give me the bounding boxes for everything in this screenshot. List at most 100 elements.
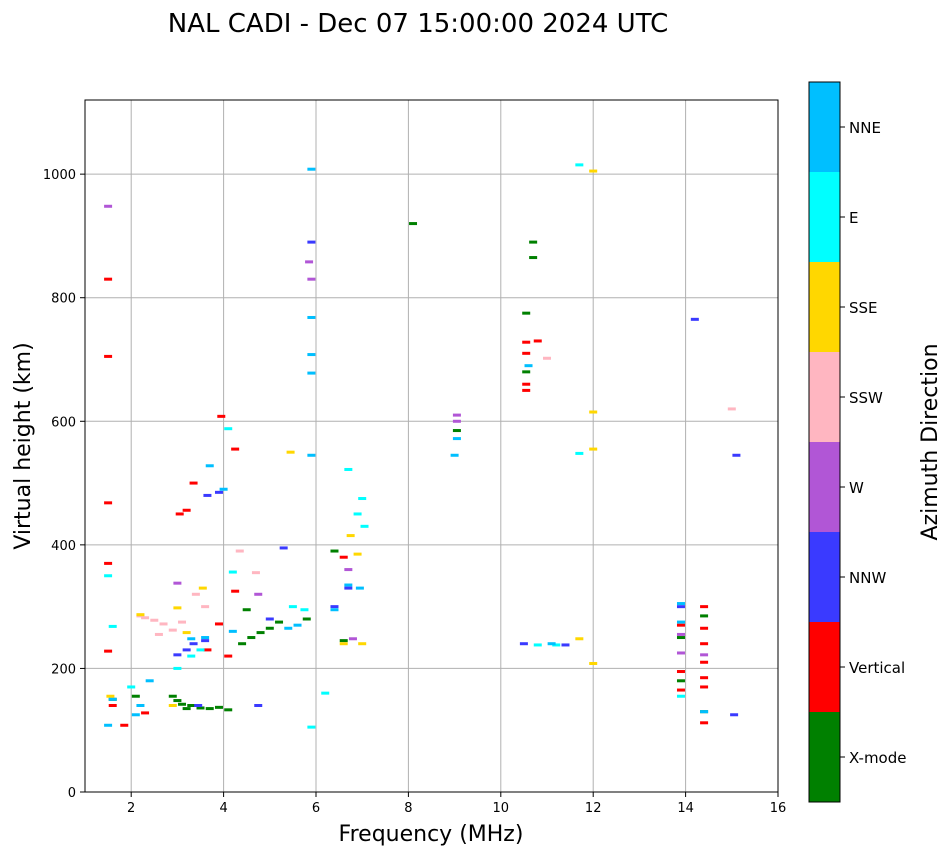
x-tick-label: 10 xyxy=(493,801,510,816)
data-point xyxy=(676,670,685,674)
data-point xyxy=(452,429,461,433)
data-point xyxy=(450,453,459,457)
data-point xyxy=(201,636,210,640)
plot-area: 2 4 6 8 10 12 14 16 0 200 400 600 800 1000 xyxy=(43,99,786,816)
data-point xyxy=(293,623,302,627)
data-point xyxy=(522,351,531,355)
data-point xyxy=(247,636,256,640)
data-point xyxy=(589,169,598,173)
data-point xyxy=(187,637,196,641)
data-point xyxy=(145,679,154,683)
plot-background xyxy=(85,100,778,792)
data-point xyxy=(275,620,284,624)
data-point xyxy=(409,222,418,226)
data-point xyxy=(141,616,150,620)
data-point xyxy=(173,653,182,657)
data-point xyxy=(344,586,353,590)
data-point xyxy=(224,427,233,431)
data-point xyxy=(104,723,113,727)
plot-frame xyxy=(84,99,779,793)
data-point xyxy=(522,340,531,344)
data-point xyxy=(355,586,364,590)
colorbar-segment xyxy=(809,712,840,802)
x-tick-label: 8 xyxy=(404,801,412,816)
data-point xyxy=(730,713,739,717)
data-point xyxy=(136,704,145,707)
data-point xyxy=(228,570,237,574)
series-w xyxy=(104,204,709,657)
data-point xyxy=(175,512,184,516)
data-point xyxy=(159,622,168,626)
data-point xyxy=(522,311,531,315)
data-point xyxy=(452,437,461,441)
data-point xyxy=(727,407,736,411)
data-point xyxy=(676,605,685,609)
data-point xyxy=(104,354,113,358)
data-point xyxy=(348,637,357,641)
data-point xyxy=(700,642,709,646)
data-point xyxy=(228,629,237,633)
data-point xyxy=(104,204,113,208)
x-tick-label: 12 xyxy=(585,801,602,816)
data-point xyxy=(104,277,113,281)
data-point xyxy=(561,643,570,647)
data-point xyxy=(358,642,367,646)
colorbar-segment xyxy=(809,352,840,442)
data-point xyxy=(307,725,316,729)
data-point xyxy=(173,581,182,585)
data-point xyxy=(196,706,205,710)
colorbar-tick-label: X-mode xyxy=(849,749,906,767)
y-tick-label: 800 xyxy=(51,292,76,307)
data-point xyxy=(305,260,314,264)
data-point xyxy=(307,167,316,171)
data-point xyxy=(575,637,584,641)
data-point xyxy=(198,586,207,590)
data-point xyxy=(344,583,353,587)
data-point xyxy=(254,592,263,596)
data-point xyxy=(182,707,191,711)
data-point xyxy=(131,713,140,717)
data-point xyxy=(690,317,699,321)
series-vertical xyxy=(104,277,709,727)
data-point xyxy=(201,639,210,643)
y-tick-label: 1000 xyxy=(43,168,76,183)
data-marks xyxy=(104,163,741,729)
data-point xyxy=(676,636,685,640)
x-tick-label: 2 xyxy=(127,801,135,816)
data-point xyxy=(676,602,685,606)
data-point xyxy=(700,660,709,664)
chart-title: NAL CADI - Dec 07 15:00:00 2024 UTC xyxy=(168,9,668,39)
series-e xyxy=(104,163,685,729)
data-point xyxy=(108,624,117,628)
data-point xyxy=(127,685,136,689)
series-nnw xyxy=(173,240,741,717)
data-point xyxy=(307,240,316,244)
data-point xyxy=(589,661,598,665)
colorbar-segment xyxy=(809,622,840,712)
y-axis-label: Virtual height (km) xyxy=(11,342,36,549)
data-point xyxy=(168,694,177,698)
data-point xyxy=(344,568,353,572)
data-point xyxy=(235,549,244,553)
data-point xyxy=(219,487,228,491)
data-point xyxy=(168,628,177,632)
colorbar-tick-label: E xyxy=(849,209,858,227)
data-point xyxy=(360,524,369,528)
series-x-mode xyxy=(108,222,709,714)
data-point xyxy=(353,512,362,516)
data-point xyxy=(676,694,685,698)
data-point xyxy=(196,648,205,652)
data-point xyxy=(358,497,367,501)
colorbar-tick-label: SSW xyxy=(849,389,883,407)
data-point xyxy=(302,617,311,621)
data-point xyxy=(519,642,528,646)
data-point xyxy=(676,620,685,624)
data-point xyxy=(224,708,233,712)
data-point xyxy=(522,388,531,392)
data-point xyxy=(187,704,196,707)
data-point xyxy=(265,626,274,630)
data-point xyxy=(552,643,561,647)
data-point xyxy=(189,642,198,646)
data-point xyxy=(254,704,263,707)
